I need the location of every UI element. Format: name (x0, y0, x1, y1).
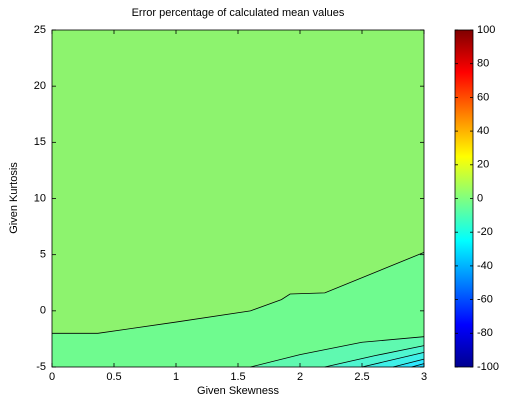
contour-line (324, 345, 425, 368)
colorbar-tick-label: -60 (477, 294, 493, 306)
colorbar-tick-label: -80 (477, 327, 493, 339)
x-tick-label: 1.5 (230, 371, 245, 383)
contour-line (361, 352, 425, 368)
colorbar-tick-label: -100 (477, 361, 499, 373)
colorbar-tick-label: 20 (477, 159, 489, 171)
contour-line (411, 363, 425, 368)
x-tick-label: 0.5 (106, 371, 121, 383)
colorbar-tick-label: 80 (477, 58, 489, 70)
contour-region (52, 252, 424, 367)
contour-line (250, 336, 425, 368)
colorbar-tick-label: 40 (477, 125, 489, 137)
colorbar-tick-label: 0 (477, 192, 483, 204)
x-axis-label: Given Skewness (197, 385, 279, 397)
x-tick-label: 2.5 (354, 371, 369, 383)
x-tick-label: 3 (421, 371, 427, 383)
colorbar-tick-label: 100 (477, 24, 495, 36)
y-axis-label: Given Kurtosis (8, 162, 20, 234)
y-tick-label: -5 (36, 361, 46, 373)
y-tick-label: 0 (40, 305, 46, 317)
x-tick-label: 0 (49, 371, 55, 383)
y-tick-label: 5 (40, 249, 46, 261)
contour-line (52, 252, 425, 334)
colorbar-tick-label: -40 (477, 260, 493, 272)
colorbar-tick-label: 60 (477, 91, 489, 103)
chart-title: Error percentage of calculated mean valu… (132, 7, 345, 19)
y-tick-label: 25 (34, 24, 46, 36)
colorbar-tick-label: -20 (477, 226, 493, 238)
x-tick-label: 1 (173, 371, 179, 383)
y-tick-label: 20 (34, 80, 46, 92)
x-tick-label: 2 (297, 371, 303, 383)
y-tick-label: 15 (34, 136, 46, 148)
contour-line (392, 358, 425, 368)
y-tick-label: 10 (34, 192, 46, 204)
